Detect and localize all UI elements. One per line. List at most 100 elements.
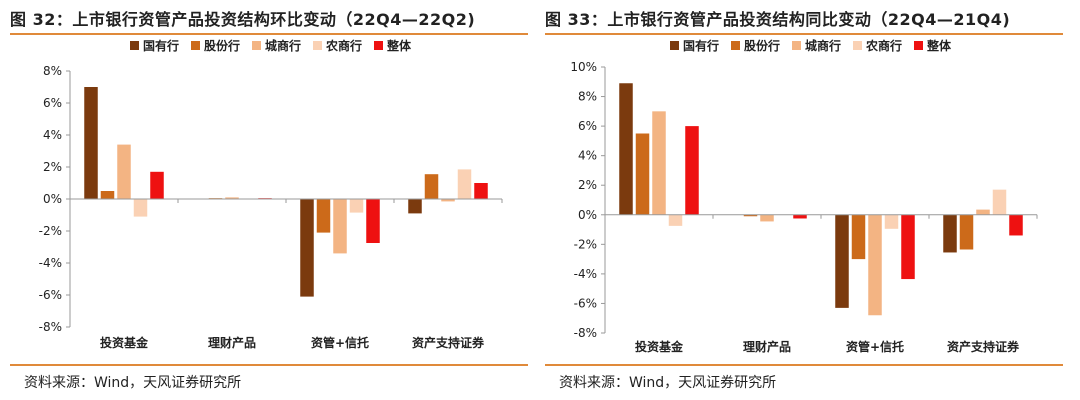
bar bbox=[943, 214, 957, 253]
y-tick-label: -8% bbox=[574, 326, 597, 340]
legend-swatch bbox=[731, 41, 740, 50]
y-tick-label: 2% bbox=[578, 178, 597, 192]
bar bbox=[959, 214, 974, 250]
legend-swatch bbox=[130, 41, 139, 50]
y-tick-label: -8% bbox=[39, 320, 62, 334]
y-tick-label: 2% bbox=[43, 160, 62, 174]
bar bbox=[976, 209, 990, 215]
legend-label: 农商行 bbox=[865, 38, 902, 53]
bar bbox=[619, 83, 633, 215]
bar-chart: 国有行 股份行 城商行 农商行 整体 10% 8% 6% 4% 2% 0% -2% -4% -6% -8% 投… bbox=[570, 38, 1038, 354]
bar bbox=[366, 199, 380, 243]
legend-label: 国有行 bbox=[683, 38, 719, 53]
bar bbox=[100, 191, 115, 199]
bar bbox=[685, 126, 699, 215]
bar bbox=[668, 214, 683, 226]
legend-swatch bbox=[374, 41, 383, 50]
bar bbox=[474, 183, 488, 199]
bar bbox=[652, 111, 666, 215]
bar bbox=[760, 214, 774, 222]
bar bbox=[635, 133, 650, 215]
title-rule bbox=[10, 33, 528, 35]
legend-label: 整体 bbox=[926, 38, 952, 53]
title-rule bbox=[545, 33, 1063, 35]
legend: 国有行 股份行 城商行 农商行 整体 bbox=[670, 38, 952, 53]
legend-swatch bbox=[853, 41, 862, 50]
bar bbox=[868, 214, 882, 316]
bar bbox=[84, 87, 98, 199]
legend-label: 国有行 bbox=[143, 38, 179, 53]
y-tick-label: -6% bbox=[574, 296, 597, 310]
legend-swatch bbox=[670, 41, 679, 50]
legend-item: 国有行 bbox=[670, 38, 719, 53]
bar bbox=[441, 199, 455, 202]
legend-item: 农商行 bbox=[853, 38, 902, 53]
legend-label: 股份行 bbox=[204, 38, 240, 53]
legend-swatch bbox=[191, 41, 200, 50]
legend-label: 股份行 bbox=[744, 38, 780, 53]
category-label: 资管+信托 bbox=[311, 335, 369, 350]
category-label: 投资基金 bbox=[100, 335, 149, 350]
bar bbox=[150, 171, 164, 199]
bar bbox=[225, 197, 239, 199]
legend-label: 整体 bbox=[386, 38, 412, 53]
y-tick-label: 8% bbox=[578, 90, 597, 104]
chart-panel-left: 图 32：上市银行资管产品投资结构环比变动（22Q4—22Q2) 国有行 股份行 城… bbox=[10, 0, 540, 400]
y-tick-label: -2% bbox=[39, 224, 62, 238]
bar bbox=[424, 174, 439, 199]
legend-item: 国有行 bbox=[130, 38, 179, 53]
legend: 国有行 股份行 城商行 农商行 整体 bbox=[130, 38, 412, 53]
y-tick-label: 6% bbox=[43, 96, 62, 110]
bar bbox=[333, 199, 347, 254]
bar-chart: 国有行 股份行 城商行 农商行 整体 8% 6% 4% 2% 0% -2% -4% -6% -8% 投资基金… bbox=[39, 38, 503, 350]
bar bbox=[316, 199, 331, 233]
bar bbox=[884, 214, 899, 229]
legend-swatch bbox=[792, 41, 801, 50]
bar bbox=[793, 214, 807, 219]
legend-swatch bbox=[252, 41, 261, 50]
chart-title: 图 33：上市银行资管产品投资结构同比变动（22Q4—21Q4) bbox=[545, 10, 1011, 29]
category-label: 理财产品 bbox=[743, 339, 791, 354]
y-tick-label: 8% bbox=[43, 64, 62, 78]
y-tick-label: -2% bbox=[574, 237, 597, 251]
bar bbox=[117, 144, 131, 199]
bar bbox=[408, 199, 422, 214]
bar bbox=[457, 169, 472, 199]
y-tick-label: -6% bbox=[39, 288, 62, 302]
category-label: 资产支持证券 bbox=[412, 335, 485, 350]
legend-item: 股份行 bbox=[731, 38, 780, 53]
bar bbox=[300, 199, 314, 297]
bar bbox=[133, 199, 148, 217]
legend-label: 城商行 bbox=[805, 38, 841, 53]
bar bbox=[835, 214, 849, 308]
category-label: 理财产品 bbox=[208, 335, 256, 350]
legend-label: 城商行 bbox=[265, 38, 301, 53]
legend-swatch bbox=[313, 41, 322, 50]
source-rule bbox=[10, 364, 528, 366]
legend-item: 城商行 bbox=[792, 38, 841, 53]
bar bbox=[349, 199, 364, 213]
y-tick-label: -4% bbox=[574, 267, 597, 281]
y-tick-label: 4% bbox=[578, 149, 597, 163]
y-tick-label: 6% bbox=[578, 119, 597, 133]
bar bbox=[1009, 214, 1023, 236]
bar bbox=[901, 214, 915, 280]
bar bbox=[851, 214, 866, 260]
bar bbox=[743, 214, 758, 217]
y-tick-label: 10% bbox=[570, 60, 597, 74]
y-tick-label: 0% bbox=[43, 192, 62, 206]
legend-item: 整体 bbox=[374, 38, 412, 53]
bar bbox=[992, 189, 1007, 215]
category-label: 资管+信托 bbox=[846, 339, 904, 354]
legend-item: 城商行 bbox=[252, 38, 301, 53]
category-label: 投资基金 bbox=[635, 339, 684, 354]
source-note: 资料来源：Wind，天风证券研究所 bbox=[559, 375, 777, 391]
legend-item: 股份行 bbox=[191, 38, 240, 53]
legend-swatch bbox=[914, 41, 923, 50]
source-note: 资料来源：Wind，天风证券研究所 bbox=[24, 375, 242, 391]
chart-panel-right: 图 33：上市银行资管产品投资结构同比变动（22Q4—21Q4) 国有行 股份行 城… bbox=[545, 0, 1075, 400]
category-label: 资产支持证券 bbox=[947, 339, 1020, 354]
y-tick-label: -4% bbox=[39, 256, 62, 270]
legend-item: 整体 bbox=[914, 38, 952, 53]
legend-label: 农商行 bbox=[325, 38, 362, 53]
